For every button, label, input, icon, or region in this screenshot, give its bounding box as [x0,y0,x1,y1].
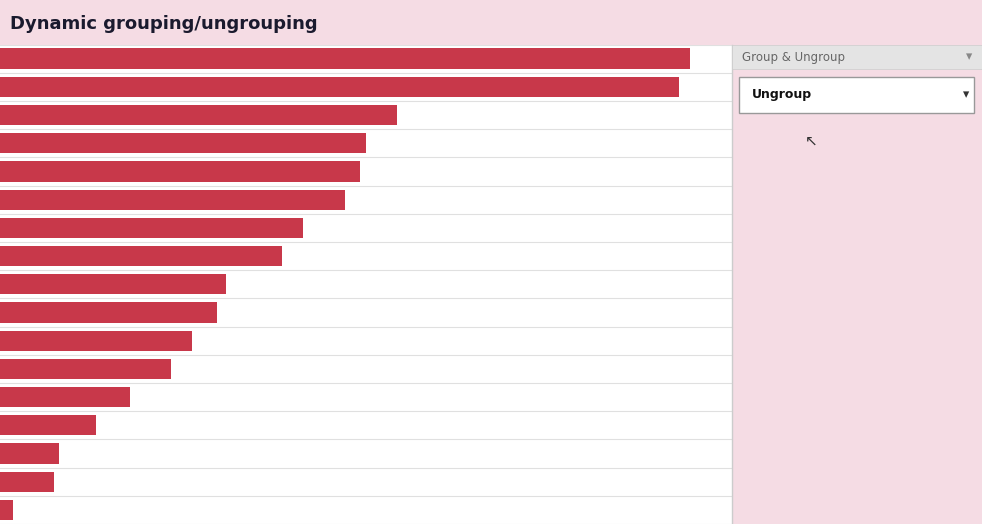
Bar [0,246,282,266]
Bar [739,77,974,113]
Bar [0,500,13,520]
Bar [0,359,172,379]
Bar [0,443,59,464]
Bar [0,49,689,69]
Text: Group & Ungroup: Group & Ungroup [741,50,845,63]
Text: ↖: ↖ [805,134,818,149]
Bar [0,302,217,323]
Bar [0,190,345,210]
Bar [0,133,365,154]
Bar [732,45,982,70]
Bar [0,331,192,351]
Text: ▾: ▾ [963,88,969,101]
Text: Dynamic grouping/ungrouping: Dynamic grouping/ungrouping [10,16,317,34]
Bar [0,105,397,125]
Bar [0,472,54,492]
Bar [0,217,303,238]
Bar [0,77,680,97]
Text: Ungroup: Ungroup [751,88,812,101]
Text: ▾: ▾ [965,50,972,63]
Bar [0,274,226,294]
Bar [0,161,359,182]
Bar [0,387,130,407]
Bar [0,415,96,435]
